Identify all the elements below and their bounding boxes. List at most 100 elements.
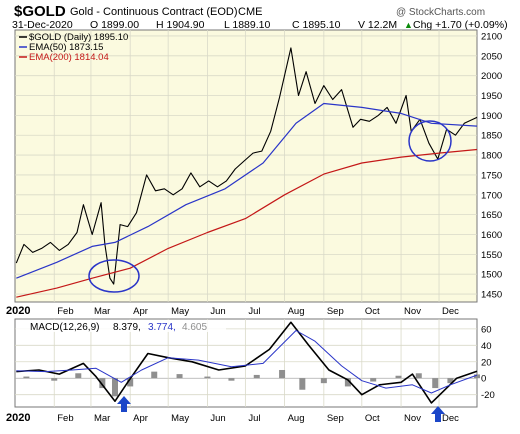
macd-histogram-bar: [151, 371, 158, 379]
march-low-circle: [88, 259, 140, 293]
price-series: [15, 47, 478, 298]
macd-histogram-bar: [127, 378, 134, 387]
price-x-tick-label: Sep: [327, 306, 344, 317]
macd-histogram-bar: [299, 378, 306, 390]
macd-y-tick-label: 0: [481, 374, 486, 385]
price-y-tick-label: 2000: [481, 71, 502, 82]
price-grid: [15, 30, 477, 302]
signal-value: 3.774,: [148, 322, 176, 333]
macd-y-tick-label: 60: [481, 324, 492, 335]
price-panel: [14, 29, 478, 303]
price-y-tick-label: 1600: [481, 230, 502, 241]
price-legend: $GOLD (Daily) 1895.10 EMA(50) 1873.15 EM…: [19, 32, 128, 63]
macd-histogram-bar: [344, 378, 351, 387]
november-low-circle: [408, 120, 452, 162]
year-label-bottom: 2020: [6, 412, 30, 424]
ema200-line: [16, 148, 478, 298]
april-buy-arrow-icon: [117, 396, 131, 412]
macd-histogram-bar: [99, 378, 106, 389]
macd-histogram-bar: [176, 374, 183, 379]
quote-high: H 1904.90: [156, 19, 205, 31]
macd-histogram-bar: [395, 375, 402, 379]
histogram-value: 4.605: [182, 322, 207, 333]
macd-histogram-bar: [415, 373, 422, 379]
price-y-tick-label: 1800: [481, 151, 502, 162]
macd-x-tick-label: Nov: [404, 413, 421, 424]
watermark: @ StockCharts.com: [396, 7, 485, 18]
change-arrow-icon: ▲: [404, 20, 413, 30]
quote-date: 31-Dec-2020: [12, 19, 73, 31]
price-y-tick-label: 1550: [481, 250, 502, 261]
macd-histogram-bar: [432, 378, 439, 389]
macd-histogram-bar: [51, 378, 58, 381]
price-y-tick-label: 1900: [481, 111, 502, 122]
macd-histogram-bar: [75, 373, 82, 379]
price-line: [15, 47, 478, 285]
price-y-tick-label: 1750: [481, 170, 502, 181]
price-x-tick-label: Jul: [248, 306, 260, 317]
price-x-tick-label: Jun: [210, 306, 225, 317]
macd-y-tick-label: -20: [481, 390, 495, 401]
quote-volume: V 12.2M: [358, 19, 397, 31]
contract-name: Gold - Continuous Contract (EOD): [70, 6, 238, 18]
macd-x-tick-label: Sep: [327, 413, 344, 424]
price-y-tick-label: 2050: [481, 51, 502, 62]
price-y-tick-label: 1850: [481, 131, 502, 142]
macd-histogram-bar: [370, 378, 377, 382]
symbol-title: $GOLD: [14, 3, 66, 20]
price-x-axis: Feb Mar Apr May Jun Jul Aug Sep Oct Nov Dec: [57, 306, 459, 317]
macd-histogram-bar: [111, 378, 118, 397]
exchange-label: CME: [238, 6, 262, 18]
macd-histogram-bar: [253, 374, 260, 379]
macd-panel: [14, 318, 478, 408]
macd-legend: MACD(12,26,9) 8.379, 3.774, 4.605: [16, 320, 226, 333]
macd-x-tick-label: Mar: [94, 413, 110, 424]
price-y-tick-label: 1450: [481, 290, 502, 301]
macd-line: [16, 321, 478, 404]
macd-x-axis: Feb Mar Apr May Jun Jul Aug Sep Oct Nov Dec: [57, 413, 459, 424]
price-x-tick-label: Oct: [365, 306, 380, 317]
price-x-tick-label: Aug: [288, 306, 305, 317]
macd-histogram-bar: [279, 369, 286, 379]
quote-change: Chg +1.70 (+0.09%): [413, 19, 508, 31]
macd-histogram-bar: [474, 374, 480, 379]
macd-x-tick-label: Jul: [248, 413, 260, 424]
macd-histogram-bar: [320, 378, 327, 384]
macd-x-tick-label: Dec: [442, 413, 459, 424]
signal-line: [16, 330, 478, 394]
price-x-tick-label: Mar: [94, 306, 110, 317]
legend-price: $GOLD (Daily) 1895.10: [29, 32, 128, 43]
quote-low: L 1889.10: [224, 19, 270, 31]
macd-x-tick-label: Apr: [133, 413, 148, 424]
macd-histogram-bar: [204, 376, 211, 379]
price-x-tick-label: Dec: [442, 306, 459, 317]
price-y-tick-label: 1700: [481, 190, 502, 201]
price-y-tick-label: 1500: [481, 270, 502, 281]
legend-ema50: EMA(50) 1873.15: [29, 42, 103, 53]
macd-x-tick-label: Oct: [365, 413, 380, 424]
macd-histogram-bar: [228, 378, 235, 381]
price-y-tick-label: 1950: [481, 91, 502, 102]
macd-x-tick-label: May: [171, 413, 189, 424]
december-buy-arrow-icon: [431, 406, 445, 422]
price-y-tick-label: 2100: [481, 31, 502, 42]
macd-x-tick-label: Feb: [57, 413, 73, 424]
macd-series: [16, 321, 480, 404]
legend-ema200: EMA(200) 1814.04: [29, 52, 109, 63]
macd-label: MACD(12,26,9): [30, 322, 99, 333]
ema50-line: [16, 102, 478, 279]
macd-histogram-bar: [23, 376, 30, 379]
macd-x-tick-label: Jun: [210, 413, 225, 424]
price-y-tick-label: 1650: [481, 210, 502, 221]
macd-y-axis: 60 40 20 0 -20: [481, 324, 495, 401]
price-x-tick-label: Apr: [133, 306, 148, 317]
macd-value: 8.379,: [113, 322, 141, 333]
price-x-tick-label: Feb: [57, 306, 73, 317]
macd-y-tick-label: 40: [481, 341, 492, 352]
macd-legend-bg: [16, 320, 226, 332]
quote-open: O 1899.00: [90, 19, 139, 31]
macd-histogram-bar: [447, 378, 454, 384]
price-x-tick-label: Nov: [404, 306, 421, 317]
macd-x-tick-label: Aug: [288, 413, 305, 424]
